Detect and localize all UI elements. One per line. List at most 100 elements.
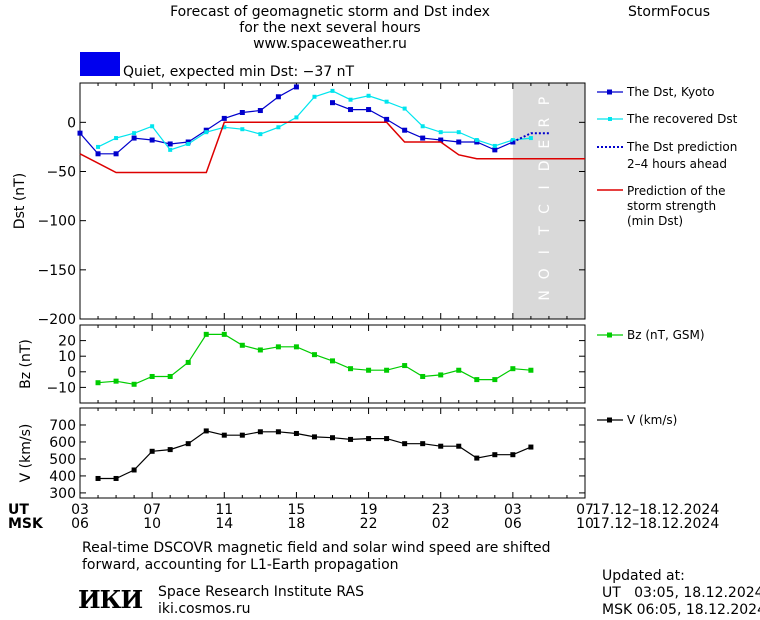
v-data-point xyxy=(275,429,281,435)
bz-data-point xyxy=(528,367,534,373)
kyoto-data-point xyxy=(167,141,173,147)
recovered-data-point xyxy=(366,93,371,98)
v-data-point xyxy=(474,455,480,461)
bz-data-point xyxy=(492,377,498,383)
source-url[interactable]: www.spaceweather.ru xyxy=(253,36,407,52)
msk-tick-label: 10 xyxy=(576,516,594,532)
bz-ytick-label: 0 xyxy=(67,365,76,381)
recovered-data-point xyxy=(402,106,407,111)
prediction-series-line xyxy=(512,132,549,143)
prediction-letter: R xyxy=(537,117,553,127)
kyoto-data-point xyxy=(293,84,299,90)
dst-ytick-label: −100 xyxy=(38,214,76,230)
bz-data-point xyxy=(203,331,209,337)
recovered-data-point xyxy=(384,99,389,104)
msk-tick-label: 22 xyxy=(360,516,378,532)
bz-panel-frame xyxy=(79,324,586,404)
footnote-line1: Real-time DSCOVR magnetic field and sola… xyxy=(82,540,551,556)
recovered-data-point xyxy=(492,143,497,148)
kyoto-data-point xyxy=(239,110,245,115)
v-data-point xyxy=(293,430,299,436)
recovered-data-point xyxy=(528,136,533,141)
v-data-point xyxy=(456,443,462,449)
v-ytick-label: 300 xyxy=(49,486,76,502)
chart-title-line1: Forecast of geomagnetic storm and Dst in… xyxy=(170,4,490,20)
bz-data-point xyxy=(456,367,462,373)
bz-data-point xyxy=(221,331,227,337)
bz-data-point xyxy=(185,359,191,365)
bz-data-point xyxy=(510,366,516,372)
recovered-data-point xyxy=(96,144,101,149)
bz-data-point xyxy=(474,377,480,383)
v-data-point xyxy=(167,447,173,453)
updated-msk: MSK 06:05, 18.12.2024 xyxy=(602,602,760,618)
v-data-point xyxy=(492,452,498,458)
bz-data-point xyxy=(167,373,173,379)
kyoto-data-point xyxy=(221,115,227,121)
legend-recovered-label: The recovered Dst xyxy=(626,112,738,126)
updated-ut: UT 03:05, 18.12.2024 xyxy=(602,585,760,601)
bz-ytick-label: 20 xyxy=(58,334,76,350)
brand-name: StormFocus xyxy=(628,4,711,20)
recovered-data-point xyxy=(150,124,155,129)
prediction-letter: D xyxy=(537,160,553,171)
bz-data-point xyxy=(95,380,101,386)
legend-prediction-label: 2–4 hours ahead xyxy=(627,157,727,171)
legend-strength-label: Prediction of the xyxy=(627,184,726,198)
legend-bz-label: Bz (nT, GSM) xyxy=(627,328,705,342)
recovered-data-point xyxy=(312,94,317,99)
ut-tick-label: 03 xyxy=(71,502,89,518)
bz-data-point xyxy=(311,352,317,358)
ut-tick-label: 03 xyxy=(504,502,522,518)
bz-data-point xyxy=(293,344,299,350)
recovered-data-point xyxy=(168,147,173,152)
bz-data-point xyxy=(275,344,281,350)
recovered-data-point xyxy=(222,125,227,130)
msk-tick-label: 18 xyxy=(288,516,306,532)
kyoto-data-point xyxy=(402,127,408,133)
iki-logo[interactable]: ИКИ xyxy=(78,585,143,614)
v-data-point xyxy=(528,444,534,450)
bz-data-point xyxy=(348,366,354,372)
msk-tick-label: 14 xyxy=(215,516,233,532)
v-data-point xyxy=(402,441,408,447)
v-ytick-label: 600 xyxy=(49,435,76,451)
kyoto-data-point xyxy=(95,151,101,157)
msk-tick-label: 10 xyxy=(143,516,161,532)
kyoto-data-point xyxy=(330,100,335,106)
v-data-point xyxy=(149,448,155,454)
dst-panel-frame xyxy=(79,82,586,320)
institute-site[interactable]: iki.cosmos.ru xyxy=(158,601,251,617)
dst-ytick-label: −200 xyxy=(38,312,76,328)
legend-recovered-marker xyxy=(608,117,612,121)
v-ytick-label: 500 xyxy=(49,452,76,468)
storm-strength-series-line xyxy=(79,121,585,174)
prediction-letter: O xyxy=(537,268,553,279)
v-ytick-label: 400 xyxy=(49,469,76,485)
bz-data-point xyxy=(239,342,245,348)
recovered-data-point xyxy=(204,130,209,135)
bz-series-line xyxy=(97,333,531,385)
ut-tick-label: 11 xyxy=(215,502,233,518)
bz-ytick-label: −10 xyxy=(46,380,76,396)
bz-data-point xyxy=(330,358,335,364)
recovered-data-point xyxy=(276,125,281,130)
kyoto-data-point xyxy=(420,135,426,141)
ut-tick-label: 07 xyxy=(143,502,161,518)
kyoto-data-point xyxy=(492,147,498,153)
v-data-point xyxy=(221,432,227,438)
legend-bz-marker xyxy=(607,332,612,338)
dst-ytick-label: 0 xyxy=(67,115,76,131)
v-data-point xyxy=(113,475,119,481)
kyoto-data-point xyxy=(366,107,372,113)
v-data-point xyxy=(239,432,245,438)
chart-title-line2: for the next several hours xyxy=(239,20,421,36)
v-data-point xyxy=(257,429,263,435)
kyoto-data-point xyxy=(149,137,155,143)
bz-data-point xyxy=(131,381,137,387)
recovered-data-point xyxy=(330,88,335,93)
kyoto-data-point xyxy=(131,135,137,141)
bz-data-point xyxy=(113,378,119,384)
recovered-data-point xyxy=(186,141,191,146)
legend-strength-label: (min Dst) xyxy=(627,214,683,228)
